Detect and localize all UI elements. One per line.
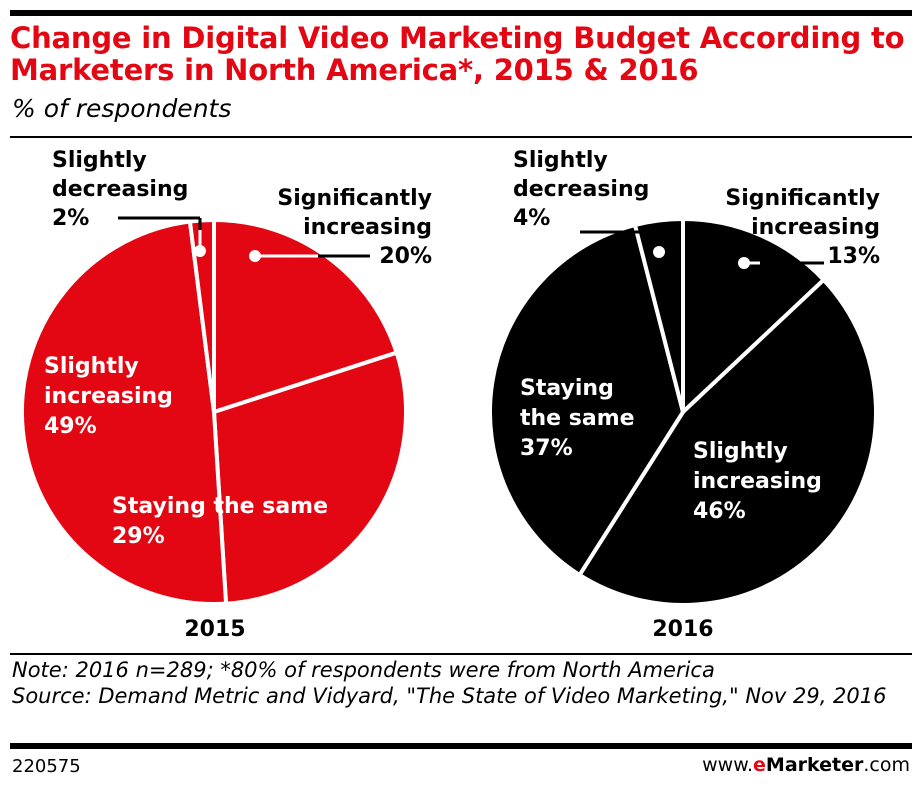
divider-top [10,136,912,138]
chart-subtitle: % of respondents [12,94,232,123]
label-2015-staying-the-same-value: 29% [112,524,165,549]
label-2016-significantly-increasing-line1: Significantly [725,186,880,211]
leader-2015-decreasing-dot [194,245,206,257]
label-2016-slightly-decreasing-line2: decreasing [513,177,649,202]
label-2016-slightly-increasing-value: 46% [693,499,746,524]
label-2016-significantly-increasing-line2: increasing [751,215,880,240]
chart-title: Change in Digital Video Marketing Budget… [10,21,905,87]
pie-2015-slices [20,217,408,606]
label-2015-slightly-increasing-line1: Slightly [44,354,139,379]
year-label-2015: 2015 [184,617,245,642]
brand-e: e [753,754,766,776]
brand-link[interactable]: www.eMarketer.com [702,754,910,776]
label-2015-significantly-increasing-line1: Significantly [277,186,432,211]
divider-bottom [10,743,912,749]
brand-name: Marketer [765,754,864,776]
label-2015-slightly-increasing-line2: increasing [44,384,173,409]
pie-charts: Slightly decreasing 2% Significantly inc… [20,148,880,642]
pie-2016-slice-staying-the-same [487,223,685,577]
divider-middle [10,653,912,655]
leader-2016-decreasing-dot [653,246,665,258]
chart-id: 220575 [12,756,81,777]
footnote-note: Note: 2016 n=289; *80% of respondents we… [12,658,715,682]
leader-2015-significantly-dot [249,250,261,262]
pie-2015-slice-slightly-increasing [20,219,229,606]
label-2015-staying-the-same-line1: Staying the same [112,494,328,519]
brand-suffix: .com [863,754,910,776]
pie-2016-slice-significantly-increasing [681,217,826,414]
pie-2016-slices [487,217,878,607]
pie-2016-slice-slightly-increasing [577,277,878,607]
label-2016-staying-the-same-line2: the same [520,406,635,431]
label-2016-slightly-increasing-line2: increasing [693,469,822,494]
label-2016-significantly-increasing-value: 13% [827,244,880,269]
label-2015-slightly-increasing-value: 49% [44,414,97,439]
label-2015-slightly-decreasing-line2: decreasing [52,177,188,202]
year-label-2016: 2016 [652,617,713,642]
pie-2015-slice-slightly-decreasing [187,217,216,414]
leader-2016-significantly-dot [738,257,750,269]
pie-2015-slice-staying-the-same [212,350,408,606]
label-2016-staying-the-same-line1: Staying [520,376,614,401]
footnote-source: Source: Demand Metric and Vidyard, "The … [12,684,887,708]
brand-prefix: www. [702,754,754,776]
pie-2016-slice-slightly-decreasing [633,217,685,414]
label-2015-slightly-decreasing-value: 2% [52,206,89,231]
top-bar [10,10,912,16]
label-2016-slightly-increasing-line1: Slightly [693,439,788,464]
label-2016-slightly-decreasing-value: 4% [513,206,550,231]
footnote: Note: 2016 n=289; *80% of respondents we… [12,657,912,709]
label-2016-staying-the-same-value: 37% [520,436,573,461]
label-2015-significantly-increasing-line2: increasing [303,215,432,240]
label-2015-slightly-decreasing-line1: Slightly [52,148,147,173]
leader-lines [118,216,824,269]
label-2016-slightly-decreasing-line1: Slightly [513,148,608,173]
label-2015-significantly-increasing-value: 20% [379,244,432,269]
